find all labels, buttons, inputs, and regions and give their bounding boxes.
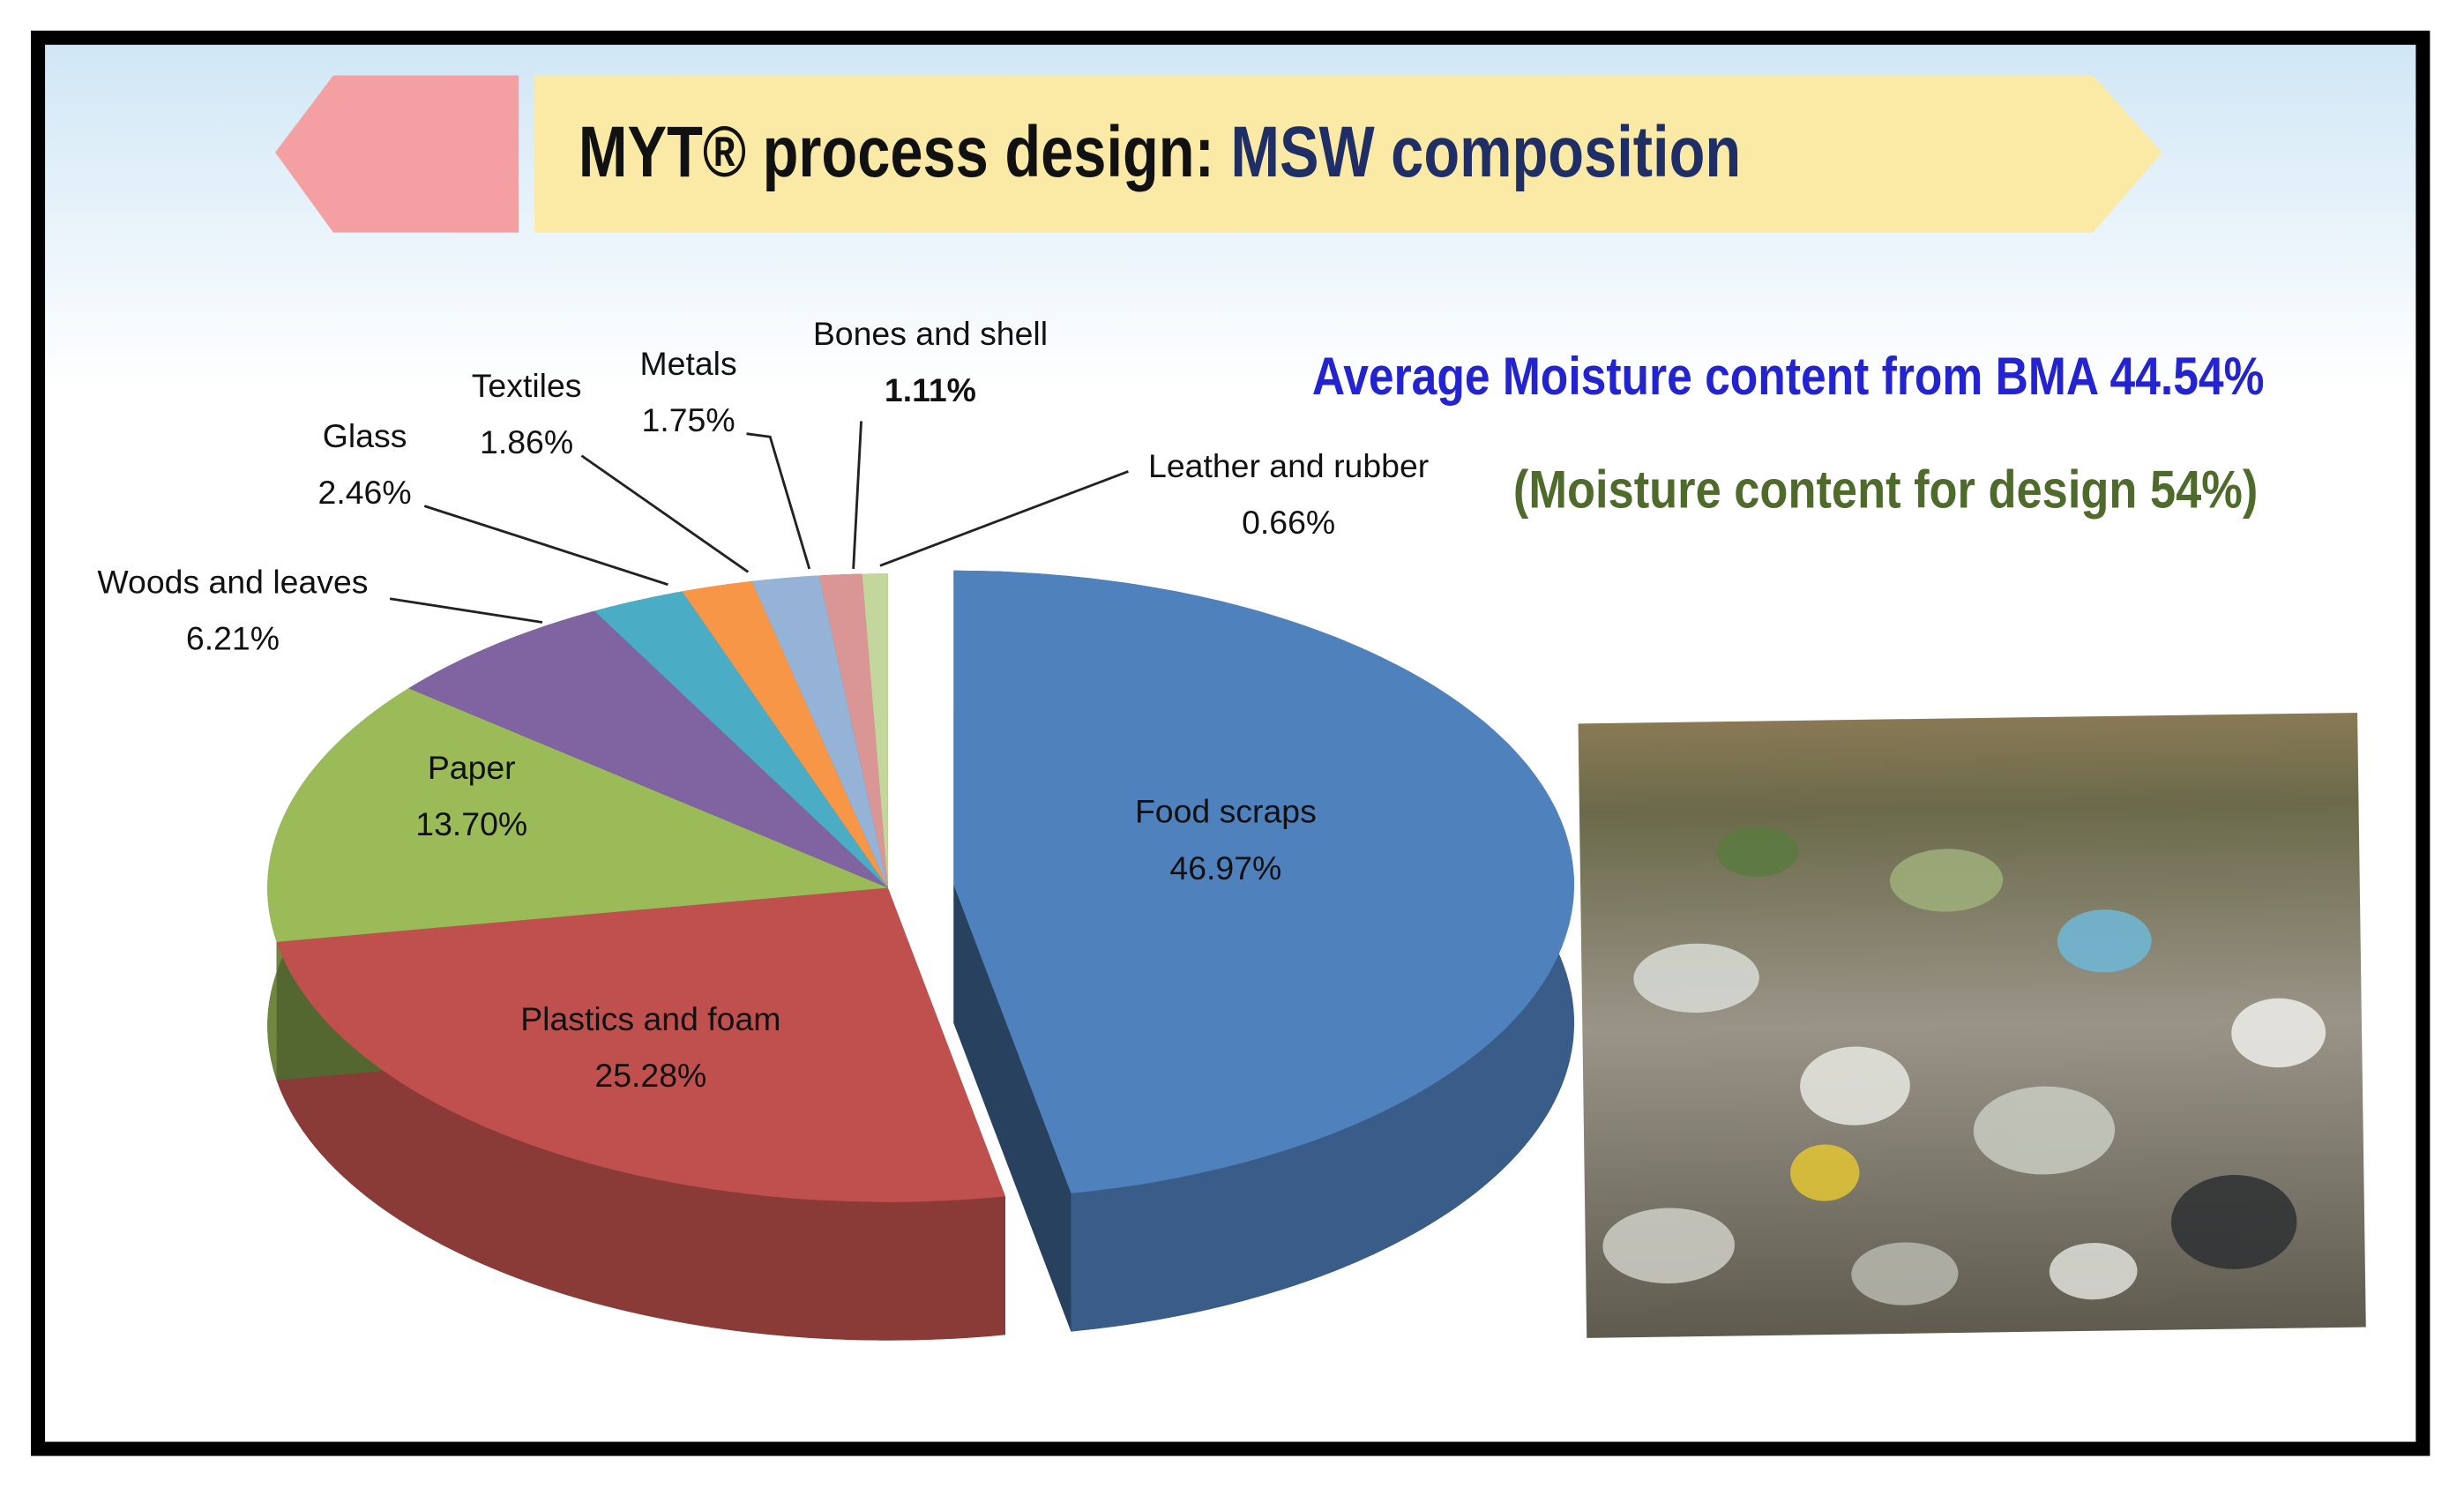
slice xyxy=(267,688,888,942)
slice-value-label: 46.97% xyxy=(1169,849,1281,886)
slice-label: Glass xyxy=(323,417,407,454)
title-banner xyxy=(534,75,2162,233)
slice-label: Bones and shell xyxy=(813,315,1048,352)
slice-value-label: 1.11% xyxy=(885,371,976,408)
slice-label: Plastics and foam xyxy=(520,1000,780,1037)
leader-line xyxy=(879,470,1129,567)
slice-value-label: 1.75% xyxy=(642,401,735,438)
leader-line xyxy=(852,421,862,569)
slice xyxy=(862,573,888,888)
slice-label: Woods and leaves xyxy=(97,564,368,601)
title-main: MYT® process design: xyxy=(579,112,1214,192)
slice-label: Metals xyxy=(640,345,737,382)
slice xyxy=(594,591,888,888)
slice xyxy=(682,580,888,888)
slice-value-label: 1.86% xyxy=(480,423,573,460)
slice-label: Paper xyxy=(428,749,516,786)
slice-value-label: 2.46% xyxy=(318,474,412,511)
title-highlight: MSW composition xyxy=(1230,112,1741,192)
photo xyxy=(1572,706,2373,1345)
photo-texture xyxy=(1602,826,2326,1305)
slice xyxy=(408,610,888,888)
leader-line xyxy=(389,597,543,624)
pie-chart: Food scraps 46.97% Plastics and foam 25.28%… xyxy=(97,315,1575,1341)
chart-title: MYT® process design: MSW composition xyxy=(579,112,1741,192)
slice-value-label: 25.28% xyxy=(594,1057,706,1094)
banner-arrow xyxy=(275,75,519,233)
leader-line xyxy=(423,505,668,587)
leader-line xyxy=(746,432,811,570)
slice xyxy=(818,573,888,888)
slice-side xyxy=(276,941,1006,1341)
leader-line xyxy=(580,454,750,573)
slice-label: Food scraps xyxy=(1135,793,1317,830)
slice-value-label: 0.66% xyxy=(1242,504,1335,541)
slice-wall xyxy=(953,884,1071,1332)
slice-label: Textiles xyxy=(472,367,582,404)
annotation: Average Moisture content from BMA 44.54% xyxy=(1312,346,2265,406)
annotation: (Moisture content for design 54%) xyxy=(1513,459,2258,519)
slice xyxy=(953,570,1575,1193)
slice-label: Leather and rubber xyxy=(1148,447,1429,484)
slice xyxy=(751,575,888,888)
slice-value-label: 13.70% xyxy=(415,805,527,842)
slice-value-label: 6.21% xyxy=(186,620,280,657)
slice xyxy=(276,887,1006,1202)
